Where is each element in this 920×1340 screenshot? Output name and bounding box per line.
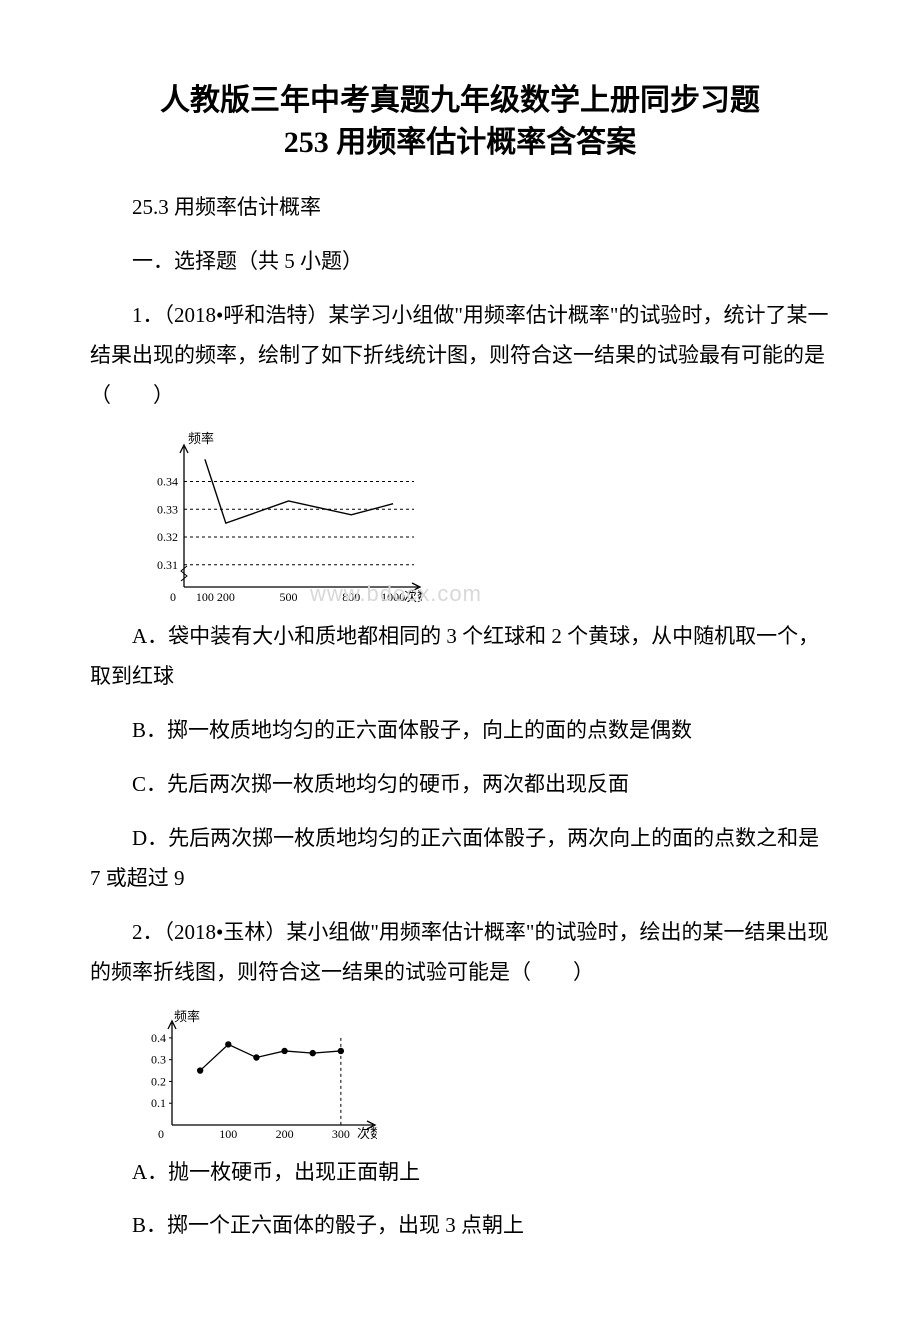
question-section-label: 一．选择题（共 5 小题） xyxy=(90,242,830,282)
svg-text:0.31: 0.31 xyxy=(157,558,178,572)
svg-text:100: 100 xyxy=(219,1127,237,1141)
q1-option-b: B．掷一枚质地均匀的正六面体骰子，向上的面的点数是偶数 xyxy=(90,711,830,751)
q1-option-a: A．袋中装有大小和质地都相同的 3 个红球和 2 个黄球，从中随机取一个，取到红… xyxy=(90,617,830,697)
svg-text:1000: 1000 xyxy=(381,590,405,604)
svg-text:0.3: 0.3 xyxy=(151,1052,166,1066)
svg-text:0.2: 0.2 xyxy=(151,1074,166,1088)
svg-text:0.33: 0.33 xyxy=(157,503,178,517)
title-line-1: 人教版三年中考真题九年级数学上册同步习题 xyxy=(160,84,760,117)
q2-chart: 0.1 0.2 0.3 0.4 100 200 300 0 频率次数 xyxy=(132,1007,830,1145)
title-line-2: 253 用频率估计概率含答案 xyxy=(284,126,637,159)
svg-text:0.4: 0.4 xyxy=(151,1030,166,1044)
q2-option-b: B．掷一个正六面体的骰子，出现 3 点朝上 xyxy=(90,1206,830,1246)
svg-text:200: 200 xyxy=(216,590,234,604)
svg-text:0.32: 0.32 xyxy=(157,530,178,544)
q2-option-a: A．抛一枚硬币，出现正面朝上 xyxy=(90,1153,830,1193)
section-header: 25.3 用频率估计概率 xyxy=(90,188,830,228)
svg-text:100: 100 xyxy=(196,590,214,604)
q1-option-c: C．先后两次掷一枚质地均匀的硬币，两次都出现反面 xyxy=(90,765,830,805)
svg-text:0: 0 xyxy=(158,1127,164,1141)
svg-text:200: 200 xyxy=(275,1127,293,1141)
svg-text:0: 0 xyxy=(170,590,176,604)
svg-text:频率: 频率 xyxy=(174,1009,200,1024)
q1-stem: 1．（2018•呼和浩特）某学习小组做"用频率估计概率"的试验时，统计了某一结果… xyxy=(90,296,830,416)
q1-chart: 0.31 0.32 0.33 0.34 100200 500 800 1000 0 频率次数 xyxy=(132,429,830,609)
q1-option-d: D．先后两次掷一枚质地均匀的正六面体骰子，两次向上的面的点数之和是 7 或超过 … xyxy=(90,819,830,899)
svg-text:0.34: 0.34 xyxy=(157,475,178,489)
svg-text:次数: 次数 xyxy=(357,1126,377,1141)
svg-text:800: 800 xyxy=(342,590,360,604)
svg-text:频率: 频率 xyxy=(188,431,214,446)
document-title: 人教版三年中考真题九年级数学上册同步习题 253 用频率估计概率含答案 xyxy=(90,80,830,164)
svg-text:0.1: 0.1 xyxy=(151,1096,166,1110)
svg-text:300: 300 xyxy=(331,1127,349,1141)
q2-stem: 2．（2018•玉林）某小组做"用频率估计概率"的试验时，绘出的某一结果出现的频… xyxy=(90,913,830,993)
svg-text:500: 500 xyxy=(279,590,297,604)
svg-text:次数: 次数 xyxy=(404,589,422,604)
